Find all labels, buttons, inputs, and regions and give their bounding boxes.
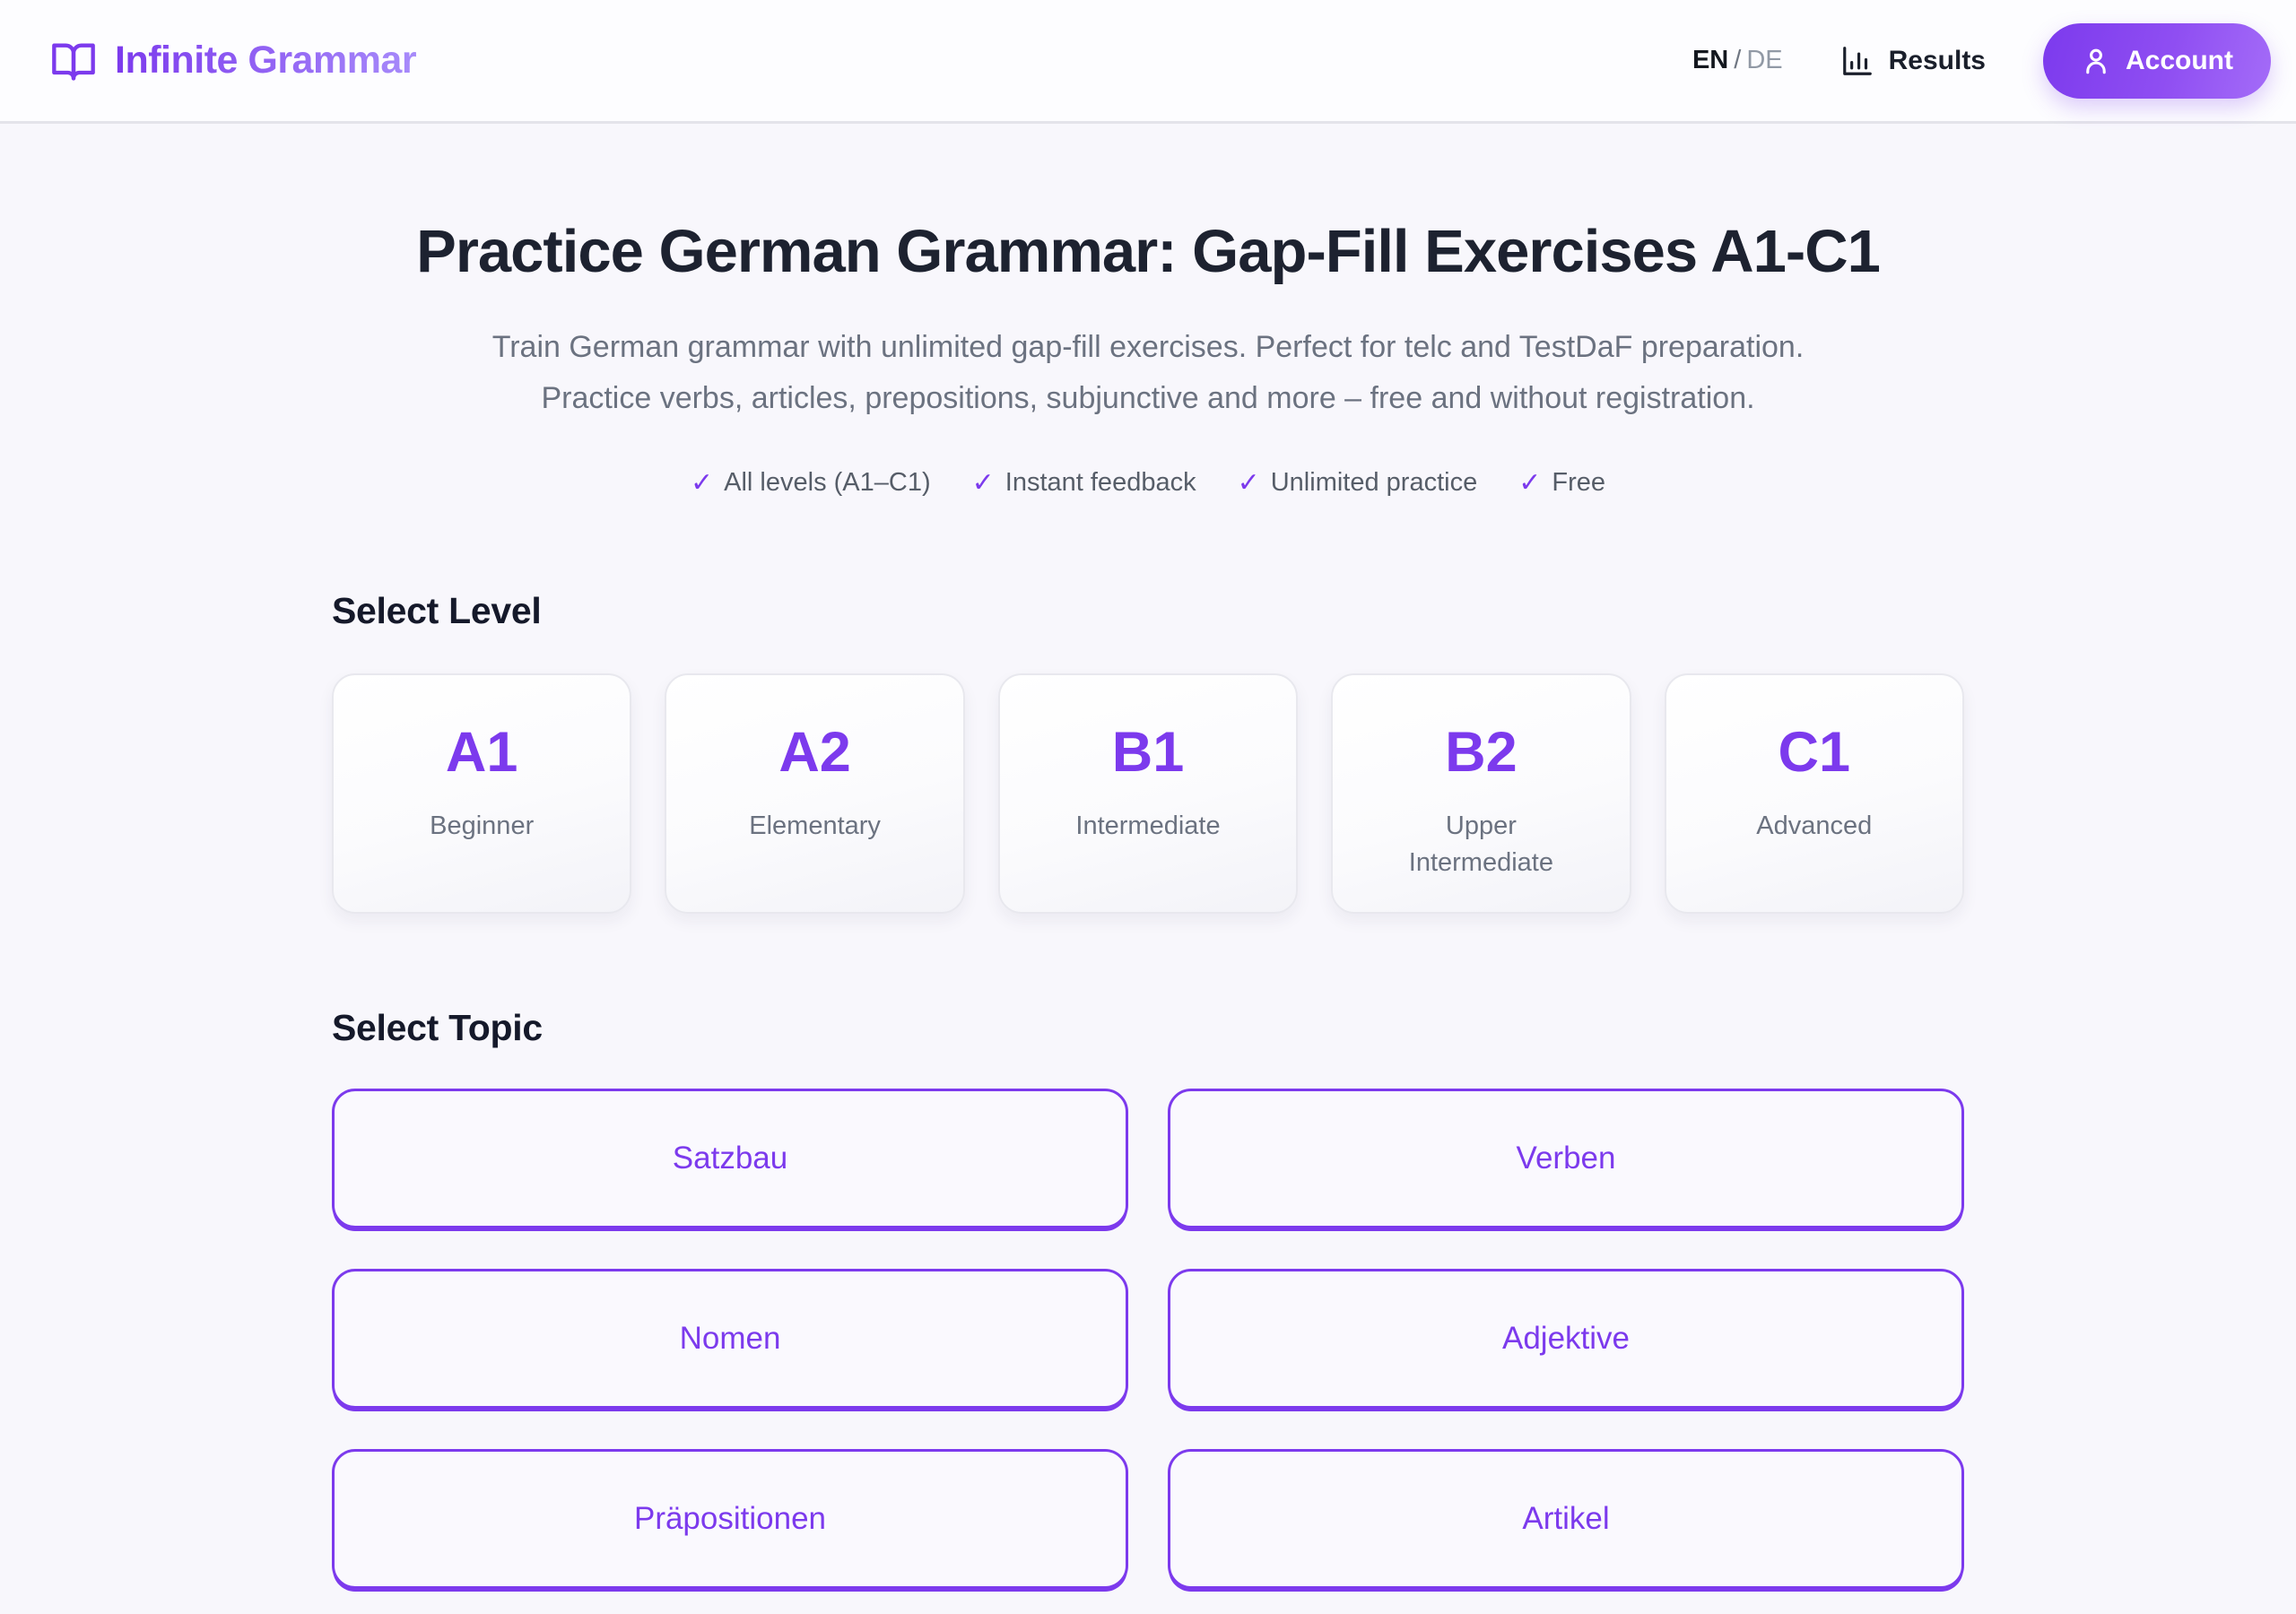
topic-button-adjektive[interactable]: Adjektive bbox=[1168, 1269, 1964, 1410]
feature-instant-feedback: ✓ Instant feedback bbox=[972, 467, 1196, 499]
level-code: B2 bbox=[1445, 721, 1518, 785]
header: Infinite Grammar EN / DE Results Account bbox=[0, 0, 2296, 124]
check-icon: ✓ bbox=[971, 468, 995, 499]
topic-button-praepositionen[interactable]: Präpositionen bbox=[332, 1449, 1128, 1590]
level-code: A2 bbox=[778, 721, 851, 785]
topic-button-satzbau[interactable]: Satzbau bbox=[332, 1089, 1128, 1229]
feature-unlimited-practice: ✓ Unlimited practice bbox=[1238, 467, 1478, 499]
check-icon: ✓ bbox=[691, 468, 714, 499]
feature-label: Unlimited practice bbox=[1270, 468, 1478, 498]
level-label: Advanced bbox=[1756, 811, 1873, 841]
bar-chart-icon bbox=[1842, 46, 1872, 75]
page-title: Practice German Grammar: Gap-Fill Exerci… bbox=[416, 218, 1881, 285]
lang-de[interactable]: DE bbox=[1746, 46, 1783, 74]
feature-label: Instant feedback bbox=[1004, 468, 1196, 498]
language-toggle[interactable]: EN / DE bbox=[1692, 46, 1783, 75]
account-label: Account bbox=[2126, 45, 2233, 75]
check-icon: ✓ bbox=[1518, 468, 1542, 499]
level-code: B1 bbox=[1111, 721, 1185, 785]
select-topic-section: Select Topic Satzbau Verben Nomen Adjekt… bbox=[332, 1007, 1964, 1590]
topic-grid: Satzbau Verben Nomen Adjektive Präpositi… bbox=[332, 1089, 1964, 1590]
level-code: A1 bbox=[445, 721, 518, 785]
topic-button-verben[interactable]: Verben bbox=[1168, 1089, 1964, 1229]
check-icon: ✓ bbox=[1237, 468, 1260, 499]
topic-button-artikel[interactable]: Artikel bbox=[1168, 1449, 1964, 1590]
user-icon bbox=[2086, 48, 2106, 74]
level-card-a2[interactable]: A2 Elementary bbox=[665, 673, 965, 915]
select-level-section: Select Level A1 Beginner A2 Elementary B… bbox=[332, 590, 1964, 915]
hero-section: Practice German Grammar: Gap-Fill Exerci… bbox=[332, 124, 1964, 499]
results-link[interactable]: Results bbox=[1840, 44, 1986, 78]
account-button[interactable]: Account bbox=[2043, 22, 2271, 99]
results-label: Results bbox=[1888, 45, 1986, 75]
header-nav: EN / DE Results Account bbox=[1692, 22, 2271, 99]
level-label: Elementary bbox=[749, 811, 881, 841]
topic-button-nomen[interactable]: Nomen bbox=[332, 1269, 1128, 1410]
select-level-heading: Select Level bbox=[332, 590, 542, 632]
brand-logo[interactable]: Infinite Grammar bbox=[50, 38, 417, 84]
level-card-c1[interactable]: C1 Advanced bbox=[1664, 673, 1964, 915]
level-card-b1[interactable]: B1 Intermediate bbox=[997, 673, 1299, 915]
page-subtitle: Train German grammar with unlimited gap-… bbox=[491, 330, 1805, 416]
feature-label: All levels (A1–C1) bbox=[724, 468, 931, 498]
feature-label: Free bbox=[1552, 468, 1605, 498]
brand-name: Infinite Grammar bbox=[115, 39, 417, 82]
feature-free: ✓ Free bbox=[1518, 467, 1605, 499]
level-label: Upper Intermediate bbox=[1408, 811, 1553, 878]
select-topic-heading: Select Topic bbox=[332, 1007, 543, 1049]
lang-en[interactable]: EN bbox=[1692, 46, 1729, 74]
level-code: C1 bbox=[1778, 721, 1851, 785]
main-content: Practice German Grammar: Gap-Fill Exerci… bbox=[332, 124, 1964, 1590]
level-label: Intermediate bbox=[1075, 811, 1221, 841]
level-card-b2[interactable]: B2 Upper Intermediate bbox=[1331, 673, 1631, 915]
lang-separator: / bbox=[1734, 46, 1742, 74]
level-card-a1[interactable]: A1 Beginner bbox=[332, 673, 632, 915]
book-open-icon bbox=[52, 43, 95, 81]
level-grid: A1 Beginner A2 Elementary B1 Intermediat… bbox=[332, 673, 1964, 915]
level-label: Beginner bbox=[430, 811, 535, 841]
feature-list: ✓ All levels (A1–C1) ✓ Instant feedback … bbox=[332, 467, 1964, 499]
feature-all-levels: ✓ All levels (A1–C1) bbox=[691, 467, 931, 499]
